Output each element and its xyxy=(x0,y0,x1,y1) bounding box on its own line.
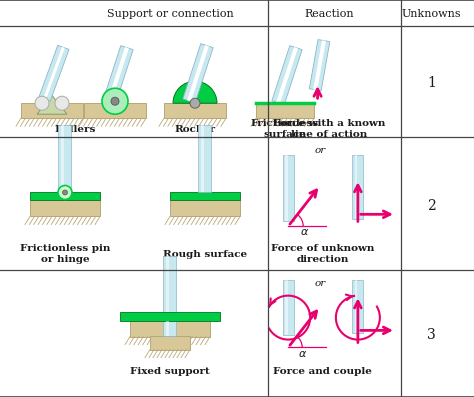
Bar xyxy=(199,125,211,193)
Circle shape xyxy=(111,97,119,105)
Bar xyxy=(164,321,176,335)
Text: 2: 2 xyxy=(427,199,436,214)
Text: 1: 1 xyxy=(427,76,436,91)
Text: $\alpha$: $\alpha$ xyxy=(298,349,307,359)
Bar xyxy=(285,155,288,221)
Bar xyxy=(30,193,100,200)
Polygon shape xyxy=(103,46,133,105)
Text: Rocker: Rocker xyxy=(174,125,216,133)
Text: Force with a known
line of action: Force with a known line of action xyxy=(273,119,386,139)
Text: or: or xyxy=(314,146,326,155)
Polygon shape xyxy=(276,47,298,104)
Circle shape xyxy=(35,96,49,110)
Circle shape xyxy=(55,96,69,110)
Bar xyxy=(166,256,169,321)
Polygon shape xyxy=(310,40,330,91)
Bar xyxy=(355,155,357,219)
Bar xyxy=(84,103,146,118)
Bar xyxy=(120,312,220,321)
Bar xyxy=(256,103,314,118)
Bar xyxy=(285,280,288,335)
Text: Force of unknown
direction: Force of unknown direction xyxy=(271,244,374,264)
Polygon shape xyxy=(187,45,209,101)
Circle shape xyxy=(190,98,200,108)
Bar xyxy=(283,280,294,335)
Polygon shape xyxy=(39,45,69,101)
Text: Reaction: Reaction xyxy=(305,9,354,19)
Circle shape xyxy=(102,88,128,114)
Polygon shape xyxy=(272,46,302,105)
Bar xyxy=(58,125,72,193)
Circle shape xyxy=(58,185,72,199)
Text: Force and couple: Force and couple xyxy=(273,367,372,376)
Circle shape xyxy=(63,190,67,195)
Bar xyxy=(166,321,169,335)
Polygon shape xyxy=(183,44,213,103)
Text: $\alpha$: $\alpha$ xyxy=(300,227,310,237)
Text: Rough surface: Rough surface xyxy=(163,250,247,258)
Bar xyxy=(164,103,226,118)
Bar xyxy=(170,193,240,200)
Text: Rollers: Rollers xyxy=(55,125,96,133)
Bar xyxy=(30,200,100,216)
Bar xyxy=(201,125,204,193)
Polygon shape xyxy=(37,95,67,114)
Bar xyxy=(170,200,240,216)
Bar xyxy=(130,321,210,337)
Bar xyxy=(283,155,294,221)
Polygon shape xyxy=(107,47,129,104)
Bar xyxy=(21,103,83,118)
Text: Unknowns: Unknowns xyxy=(401,9,461,19)
Polygon shape xyxy=(43,47,65,100)
Text: 3: 3 xyxy=(427,328,436,343)
Bar xyxy=(352,280,364,333)
Bar xyxy=(352,155,364,219)
Bar xyxy=(164,256,176,321)
Polygon shape xyxy=(313,40,326,90)
Bar xyxy=(355,280,357,333)
Bar xyxy=(61,125,64,193)
Wedge shape xyxy=(173,81,217,103)
Text: or: or xyxy=(314,279,326,288)
Text: Frictionless
surface: Frictionless surface xyxy=(251,119,319,139)
Text: Fixed support: Fixed support xyxy=(130,367,210,376)
Text: Frictionless pin
or hinge: Frictionless pin or hinge xyxy=(20,244,110,264)
Bar xyxy=(150,335,190,350)
Text: Support or connection: Support or connection xyxy=(107,9,234,19)
